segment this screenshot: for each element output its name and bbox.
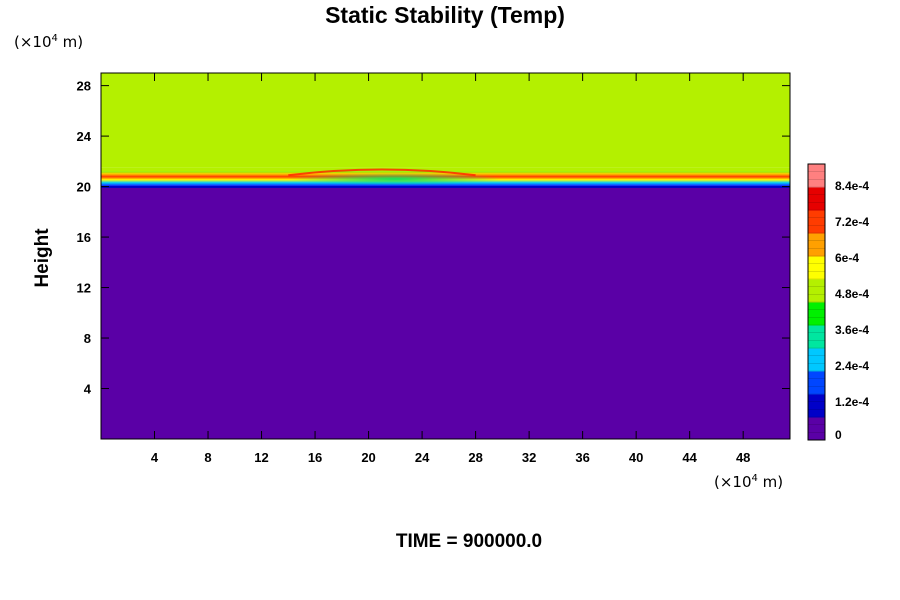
plot-frame (100, 72, 791, 440)
x-tick-label: 20 (361, 450, 375, 465)
colorbar-segment (808, 279, 825, 303)
transition-layer (101, 167, 790, 172)
colorbar-label: 4.8e-4 (835, 287, 869, 301)
heatmap-field (101, 73, 790, 439)
band-bulge (288, 173, 503, 186)
colorbar: 0 1.2e-4 2.4e-4 3.6e-4 4.8e-4 6e-4 7.2e-4 8.4e-… (807, 163, 869, 442)
colorbar-label: 3.6e-4 (835, 323, 869, 337)
colorbar-segment (808, 164, 825, 188)
band-base (101, 185, 790, 188)
x-tick-label: 40 (629, 450, 643, 465)
x-tick-label: 32 (522, 450, 536, 465)
x-tick-label: 4 (151, 450, 159, 465)
colorbar-segment (808, 233, 825, 257)
time-label: TIME = 900000.0 (395, 531, 543, 552)
colorbar-segment (808, 325, 825, 349)
colorbar-segment (808, 187, 825, 211)
colorbar-segment (808, 256, 825, 280)
x-tick-label: 8 (204, 450, 211, 465)
colorbar-segment (808, 371, 825, 395)
chart-title: Static Stability (Temp) (325, 2, 565, 28)
colorbar-label: 1.2e-4 (835, 395, 869, 409)
region-upper-layer (101, 73, 790, 168)
x-tick-label: 28 (468, 450, 482, 465)
y-axis-unit: (×104 m) (14, 33, 84, 51)
colorbar-segment (808, 417, 825, 441)
x-tick-label: 16 (308, 450, 322, 465)
colorbar-segment (808, 348, 825, 372)
y-tick-label: 8 (84, 331, 91, 346)
y-tick-label: 20 (77, 180, 91, 195)
colorbar-label: 8.4e-4 (835, 179, 869, 193)
y-tick-label: 16 (77, 230, 91, 245)
x-tick-label: 24 (415, 450, 430, 465)
region-lower-layer (101, 186, 790, 439)
colorbar-segment (808, 210, 825, 234)
colorbar-frame (807, 163, 826, 441)
colorbar-label: 7.2e-4 (835, 215, 869, 229)
y-tick-label: 24 (77, 129, 92, 144)
colorbar-label: 6e-4 (835, 251, 859, 265)
colorbar-segment (808, 302, 825, 326)
colorbar-label: 2.4e-4 (835, 359, 869, 373)
x-tick-label: 36 (575, 450, 589, 465)
band-crest (288, 168, 476, 177)
x-axis-unit: (×104 m) (714, 473, 784, 491)
x-axis: 4 8 12 16 20 24 28 32 36 40 44 48 (151, 73, 750, 465)
x-tick-label: 44 (682, 450, 697, 465)
x-tick-label: 12 (254, 450, 268, 465)
colorbar-segment (808, 394, 825, 418)
colorbar-label: 0 (835, 428, 842, 442)
y-tick-label: 12 (77, 281, 91, 296)
y-tick-label: 4 (84, 382, 92, 397)
y-axis: 4 8 12 16 20 24 28 (77, 79, 790, 397)
y-tick-label: 28 (77, 79, 91, 94)
x-tick-label: 48 (736, 450, 750, 465)
